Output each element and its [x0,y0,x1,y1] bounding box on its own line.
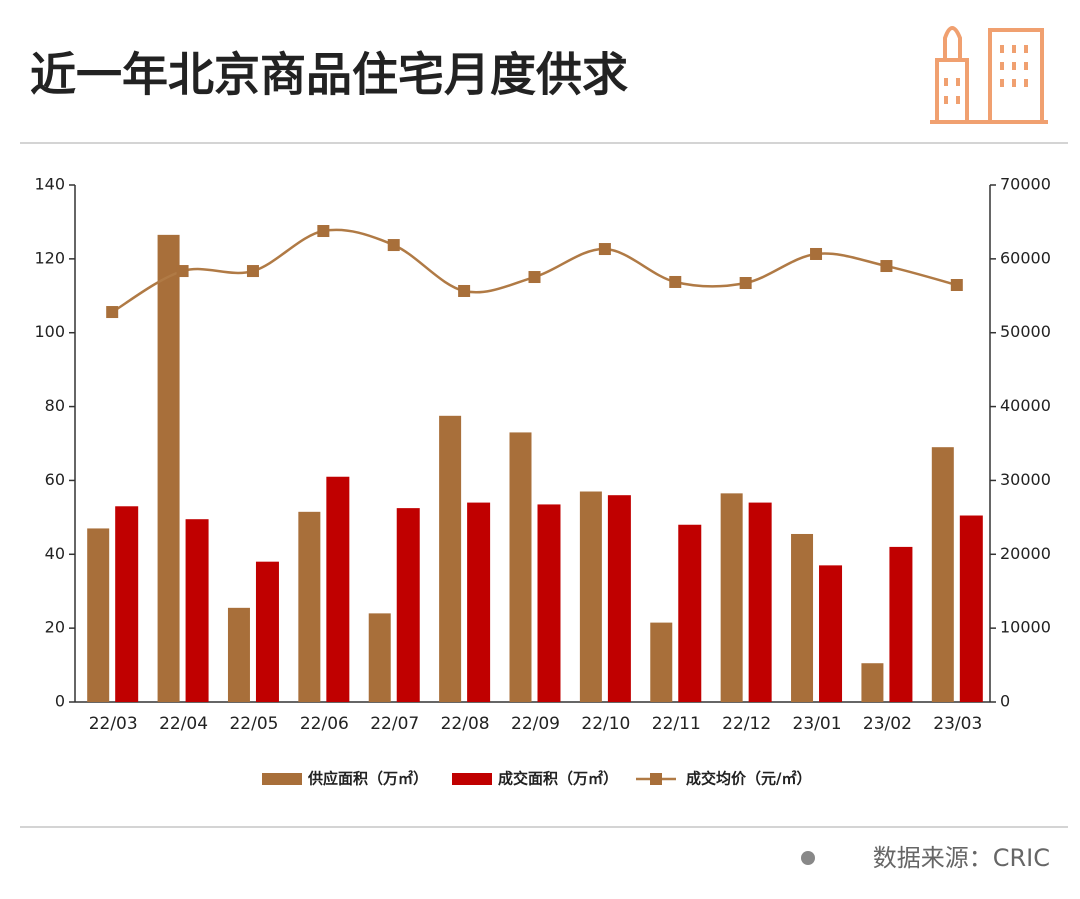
bar [931,447,954,702]
y2-tick-label: 10000 [1000,618,1051,637]
x-tick-label: 23/02 [863,714,912,734]
x-tick-label: 22/07 [370,714,419,734]
bar [509,432,532,702]
bar [326,476,350,702]
bar [579,491,602,702]
bar [720,493,743,702]
bar [748,502,772,702]
y-tick-label: 80 [45,396,65,415]
marker [810,247,823,260]
line [111,228,958,314]
marker [387,239,400,252]
marker [458,284,471,297]
y2-tick-label: 60000 [1000,248,1051,267]
legend-swatch [452,773,492,785]
y-tick-label: 140 [34,175,65,194]
x-tick-label: 22/03 [89,714,138,734]
chart-title: 近一年北京商品住宅月度供求 [30,48,628,102]
bar [115,506,139,702]
x-tick-label: 22/11 [652,714,701,734]
legend-swatch [262,773,302,785]
x-tick-label: 22/04 [159,714,208,734]
x-tick-label: 22/09 [511,714,560,734]
x-tick-label: 23/01 [793,714,842,734]
x-tick-label: 22/12 [722,714,771,734]
bar [467,502,491,702]
building-icon [930,26,1048,124]
x-tick-label: 22/10 [581,714,630,734]
marker [669,275,682,288]
marker [106,306,119,319]
y-tick-label: 0 [55,692,65,711]
marker [317,225,330,238]
y2-tick-label: 40000 [1000,396,1051,415]
bar [889,546,913,702]
x-tick-label: 23/03 [933,714,982,734]
legend-label: 成交面积（万㎡） [498,770,618,788]
marker [598,243,611,256]
bar [607,495,631,702]
bar [298,511,321,702]
bar [227,607,250,702]
marker [950,279,963,292]
bar [791,533,814,702]
source: 数据来源：CRIC [873,844,1050,872]
marker [176,265,189,278]
y-tick-label: 120 [34,248,65,267]
legend-label: 供应面积（万㎡） [307,770,428,788]
y2-tick-label: 0 [1000,692,1010,711]
legend-marker [650,773,662,785]
y2-tick-label: 70000 [1000,175,1051,194]
y2-tick-label: 50000 [1000,322,1051,341]
bar [678,524,702,702]
legend-label: 成交均价（元/㎡） [686,770,811,788]
bar [537,504,561,702]
x-tick-label: 22/08 [441,714,490,734]
bar [819,565,843,702]
y2-tick-label: 30000 [1000,470,1051,489]
bar [185,519,209,702]
y-tick-label: 40 [45,544,65,563]
marker [528,271,541,284]
marker [246,265,259,278]
y-tick-label: 100 [34,322,65,341]
marker [739,277,752,290]
bar [368,613,391,702]
bar [439,415,462,702]
x-tick-label: 22/05 [229,714,278,734]
bar [861,663,884,702]
bar [396,508,420,702]
y2-tick-label: 20000 [1000,544,1051,563]
bar [157,234,180,702]
marker [880,260,893,273]
x-tick-label: 22/06 [300,714,349,734]
y-tick-label: 60 [45,470,65,489]
y-tick-label: 20 [45,618,65,637]
bar [255,561,279,702]
bar [650,622,673,702]
bar [959,515,983,702]
bar [87,528,110,702]
source-dot [801,851,815,865]
